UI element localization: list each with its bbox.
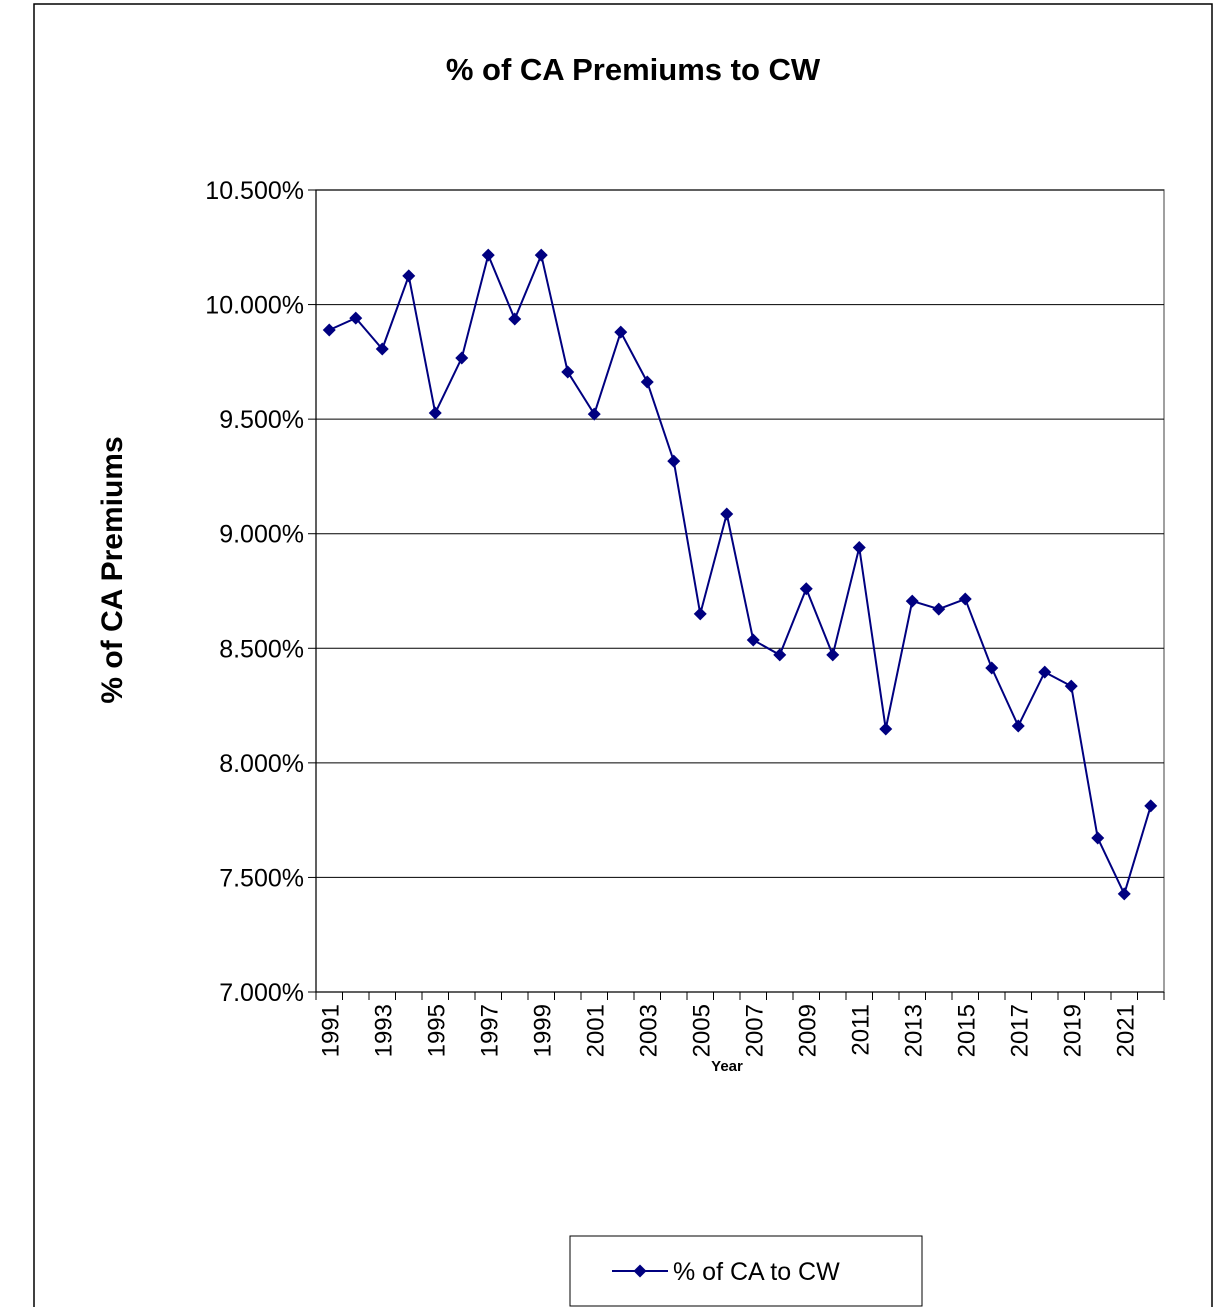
x-tick-label: 2019 (1059, 1004, 1086, 1057)
data-point (508, 312, 522, 326)
data-point (985, 661, 999, 675)
x-tick-label: 2021 (1112, 1004, 1139, 1057)
data-point (1144, 799, 1158, 813)
y-tick-label: 8.500% (219, 635, 304, 663)
x-tick-label: 2017 (1006, 1004, 1033, 1057)
x-tick-label: 1999 (529, 1004, 556, 1057)
y-tick-label: 10.000% (205, 292, 304, 320)
y-tick-label: 8.000% (219, 750, 304, 778)
y-tick-label: 7.000% (219, 979, 304, 1007)
data-point (852, 540, 866, 554)
plot-area (315, 189, 1165, 993)
x-tick-label: 2005 (688, 1004, 715, 1057)
y-tick-label: 9.000% (219, 521, 304, 549)
data-point (455, 351, 469, 365)
data-point (693, 607, 707, 621)
data-point (614, 325, 628, 339)
data-point (1011, 719, 1025, 733)
chart-title: % of CA Premiums to CW (446, 52, 821, 87)
y-tick-label: 9.500% (219, 406, 304, 434)
data-point (720, 507, 734, 521)
x-tick-label: 2015 (953, 1004, 980, 1057)
data-point (561, 365, 575, 379)
x-tick-label: 2007 (741, 1004, 768, 1057)
data-point (349, 311, 363, 325)
legend-label: % of CA to CW (673, 1258, 840, 1286)
data-point (375, 342, 389, 356)
data-point (587, 407, 601, 421)
data-point (428, 406, 442, 420)
data-point (534, 248, 548, 262)
y-tick-label: 10.500% (205, 177, 304, 205)
data-point (640, 375, 654, 389)
x-tick-label: 2013 (900, 1004, 927, 1057)
data-point (932, 602, 946, 616)
data-point (402, 269, 416, 283)
x-tick-label: 2011 (847, 1004, 874, 1056)
data-point (746, 633, 760, 647)
data-point (1117, 887, 1131, 901)
x-tick-label: 2001 (582, 1004, 609, 1057)
y-axis-title: % of CA Premiums (96, 436, 129, 703)
data-point (1091, 831, 1105, 845)
series-line (328, 251, 1152, 897)
data-point (879, 722, 893, 736)
x-axis-title: Year (711, 1058, 743, 1075)
x-tick-label: 1997 (476, 1004, 503, 1057)
x-tick-label: 1993 (370, 1004, 397, 1057)
data-point (905, 594, 919, 608)
x-tick-label: 1995 (423, 1004, 450, 1057)
x-tick-label: 2003 (635, 1004, 662, 1057)
data-point (667, 454, 681, 468)
data-point (826, 648, 840, 662)
data-point (481, 248, 495, 262)
data-point (1064, 679, 1078, 693)
legend-marker (633, 1264, 647, 1278)
data-point (322, 323, 336, 337)
x-tick-label: 1991 (317, 1004, 344, 1057)
data-point (773, 648, 787, 662)
data-point (799, 582, 813, 596)
x-tick-label: 2009 (794, 1004, 821, 1057)
y-tick-label: 7.500% (219, 864, 304, 892)
data-point (958, 592, 972, 606)
data-point (1038, 665, 1052, 679)
